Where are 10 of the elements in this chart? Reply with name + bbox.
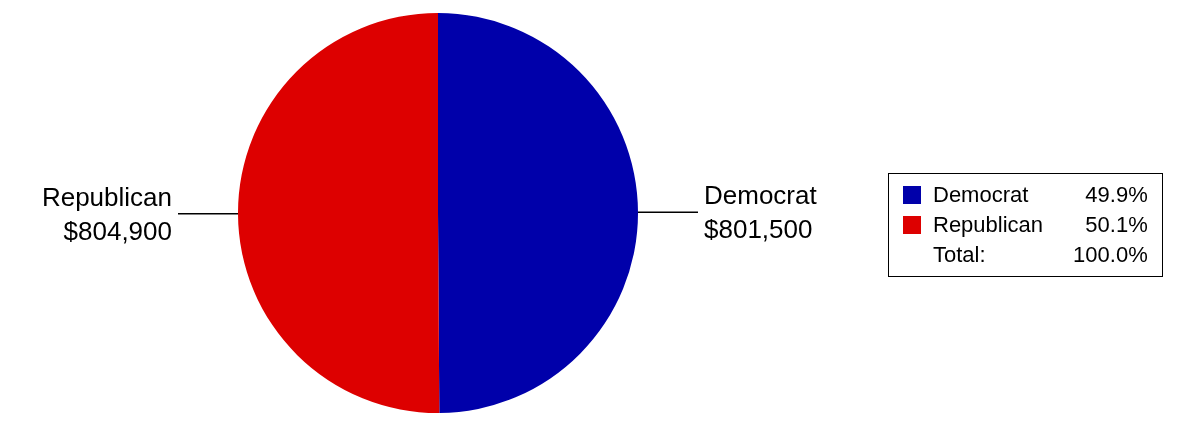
slice-label: Democrat (704, 180, 818, 211)
text: Total: (932, 241, 987, 269)
data-label: $801,500 (704, 214, 813, 245)
data-label: $804,900 (63, 215, 172, 246)
text: 50.1% (1084, 211, 1149, 239)
slice-label: Republican (41, 181, 172, 212)
text: 100.0% (1072, 241, 1149, 269)
legend-label: Republican (932, 211, 1045, 239)
legend-label: Democrat (932, 181, 1030, 209)
text: 49.9% (1084, 181, 1149, 209)
